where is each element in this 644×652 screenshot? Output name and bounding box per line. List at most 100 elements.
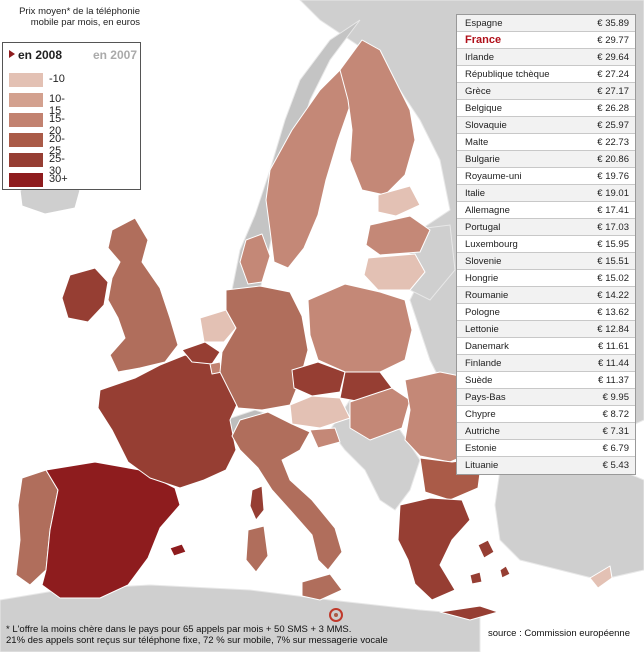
country-name: Slovenie <box>465 256 502 267</box>
country-price: € 29.77 <box>597 35 629 46</box>
legend-header: en 2008 en 2007 <box>9 48 137 62</box>
eu-countries <box>15 39 613 621</box>
finland-region <box>339 39 416 196</box>
country-price: € 14.22 <box>597 290 629 301</box>
map-subtitle: Prix moyen* de la téléphonie mobile par … <box>0 6 140 28</box>
country-name: Portugal <box>465 222 501 233</box>
country-name: Bulgarie <box>465 154 500 165</box>
malta-island <box>334 613 338 617</box>
table-row: Malte € 22.73 <box>457 134 635 151</box>
denmark-region <box>239 233 271 285</box>
footnote: * L'offre la moins chère dans le pays po… <box>6 624 466 646</box>
table-row: Slovaquie € 25.97 <box>457 117 635 134</box>
table-row: Allemagne € 17.41 <box>457 202 635 219</box>
sicily-island <box>301 573 343 601</box>
table-row: Danemark € 11.61 <box>457 338 635 355</box>
legend-swatch <box>9 173 43 187</box>
country-price: € 15.95 <box>597 239 629 250</box>
footnote-line-1: * L'offre la moins chère dans le pays po… <box>6 624 352 635</box>
country-name: Chypre <box>465 409 496 420</box>
slovenia-region <box>309 427 341 449</box>
table-row: Hongrie € 15.02 <box>457 270 635 287</box>
country-price: € 17.41 <box>597 205 629 216</box>
sardinia-island <box>245 525 269 573</box>
country-name: Belgique <box>465 103 502 114</box>
source-credit: source : Commission européenne <box>487 628 630 639</box>
country-price: € 7.31 <box>602 426 629 437</box>
country-name: Royaume-uni <box>465 171 522 182</box>
country-price: € 27.24 <box>597 69 629 80</box>
country-name: République tchèque <box>465 69 550 80</box>
country-price: € 25.97 <box>597 120 629 131</box>
table-row: Espagne € 35.89 <box>457 15 635 32</box>
table-row: France € 29.77 <box>457 32 635 49</box>
table-row: Autriche € 7.31 <box>457 423 635 440</box>
table-row: Finlande € 11.44 <box>457 355 635 372</box>
country-price: € 15.51 <box>597 256 629 267</box>
table-row: Chypre € 8.72 <box>457 406 635 423</box>
country-name: Italie <box>465 188 486 199</box>
balearic-islands <box>169 543 187 557</box>
subtitle-line-2: mobile par mois, en euros <box>30 17 140 28</box>
table-row: Lituanie € 5.43 <box>457 457 635 474</box>
country-name: Roumanie <box>465 290 509 301</box>
country-price: € 11.37 <box>598 375 629 386</box>
legend-swatch <box>9 153 43 167</box>
greek-islands <box>469 539 511 585</box>
crete-island <box>439 605 499 621</box>
ireland-region <box>61 267 109 323</box>
uk-region <box>107 217 179 373</box>
poland-region <box>307 283 413 373</box>
legend-swatch <box>9 133 43 147</box>
footnote-line-2: 21% des appels sont reçus sur téléphone … <box>6 635 388 646</box>
country-price: € 22.73 <box>597 137 629 148</box>
greece-region <box>397 497 471 601</box>
country-price: € 8.72 <box>602 409 629 420</box>
table-row: Italie € 19.01 <box>457 185 635 202</box>
country-price: € 6.79 <box>602 443 629 454</box>
country-name: Finlande <box>465 358 502 369</box>
country-price: € 12.84 <box>597 324 629 335</box>
legend-label: 25-30 <box>49 153 65 177</box>
country-name: Allemagne <box>465 205 510 216</box>
table-row: Belgique € 26.28 <box>457 100 635 117</box>
legend-swatch <box>9 113 43 127</box>
legend-swatch <box>9 93 43 107</box>
country-name: France <box>465 34 502 46</box>
table-row: Slovenie € 15.51 <box>457 253 635 270</box>
legend-label: -10 <box>49 73 65 85</box>
country-name: Lettonie <box>465 324 499 335</box>
hungary-region <box>349 387 411 441</box>
country-name: Hongrie <box>465 273 499 284</box>
country-name: Pays-Bas <box>465 392 506 403</box>
table-row: Irlande € 29.64 <box>457 49 635 66</box>
country-name: Malte <box>465 137 489 148</box>
legend-year-current: en 2008 <box>9 48 62 62</box>
country-price: € 5.43 <box>602 460 629 471</box>
country-price: € 15.02 <box>597 273 629 284</box>
table-row: Luxembourg € 15.95 <box>457 236 635 253</box>
country-price: € 19.76 <box>597 171 629 182</box>
country-name: Autriche <box>465 426 500 437</box>
lithuania-region <box>363 253 426 291</box>
table-row: Pologne € 13.62 <box>457 304 635 321</box>
legend-label: 10-15 <box>49 93 65 117</box>
table-row: Grèce € 27.17 <box>457 83 635 100</box>
legend-label: 15-20 <box>49 113 65 137</box>
table-row: Portugal € 17.03 <box>457 219 635 236</box>
spain-region <box>41 461 181 599</box>
table-row: Suède € 11.37 <box>457 372 635 389</box>
table-row: Roumanie € 14.22 <box>457 287 635 304</box>
country-name: Luxembourg <box>465 239 518 250</box>
czech-region <box>291 361 346 397</box>
legend-label: 30+ <box>49 173 68 185</box>
legend-swatch <box>9 73 43 87</box>
legend: en 2008 en 2007 -10 10-15 15-20 20-25 25-30 3… <box>2 42 141 190</box>
country-name: Espagne <box>465 18 503 29</box>
country-price: € 29.64 <box>597 52 629 63</box>
table-row: Lettonie € 12.84 <box>457 321 635 338</box>
country-name: Suède <box>465 375 493 386</box>
estonia-region <box>377 185 421 217</box>
netherlands-region <box>199 309 237 343</box>
